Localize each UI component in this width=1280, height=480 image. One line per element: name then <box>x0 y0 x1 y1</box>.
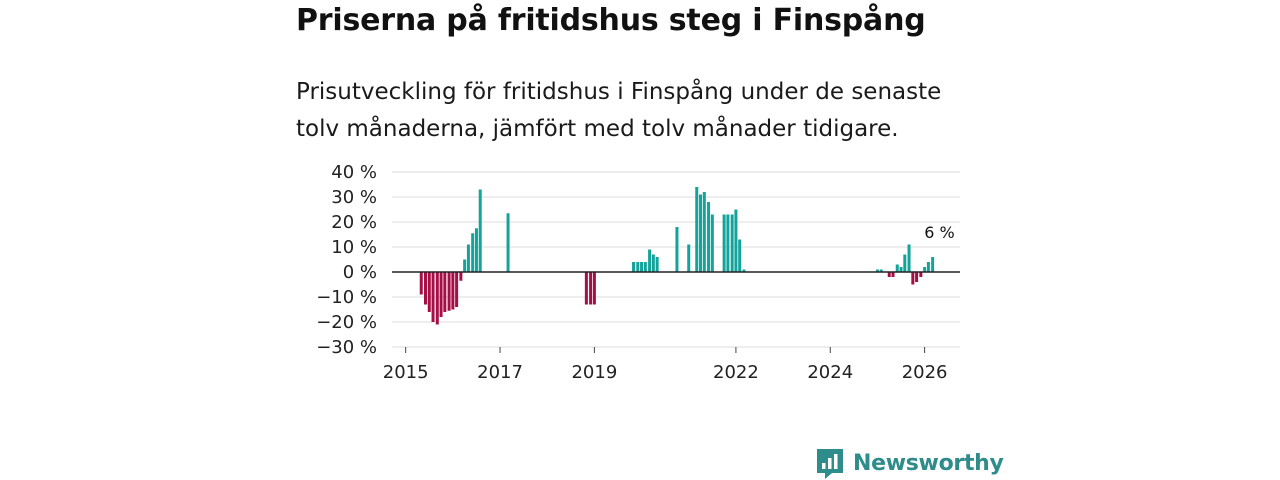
bar <box>899 267 903 272</box>
bar <box>926 262 930 272</box>
x-tick-label: 2026 <box>902 362 948 383</box>
bar <box>455 272 459 307</box>
bar <box>471 233 475 272</box>
y-tick-label: 20 % <box>331 212 377 233</box>
annotation-label: 6 % <box>924 223 954 242</box>
bar <box>919 272 923 277</box>
chart-title: Priserna på fritidshus steg i Finspång <box>296 3 926 38</box>
bar <box>592 272 596 305</box>
bar <box>459 272 463 281</box>
bar <box>431 272 435 322</box>
bar <box>702 192 706 272</box>
brand-name: Newsworthy <box>853 451 1004 476</box>
bar <box>915 272 919 282</box>
bar <box>474 228 478 272</box>
y-tick-label: 40 % <box>331 162 377 183</box>
newsworthy-logo: Newsworthy <box>815 447 1004 480</box>
x-tick-label: 2024 <box>807 362 853 383</box>
bar <box>911 272 915 285</box>
bar <box>506 213 510 272</box>
bar <box>463 259 467 272</box>
bar <box>655 257 659 272</box>
bar <box>675 227 679 272</box>
bar <box>722 214 726 272</box>
bar <box>907 244 911 272</box>
bar <box>648 249 652 272</box>
newsworthy-logo-icon <box>817 449 843 479</box>
bar <box>726 214 730 272</box>
bar <box>632 262 636 272</box>
bar <box>730 214 734 272</box>
bar <box>687 244 691 272</box>
y-axis: 40 % 30 % 20 % 10 % 0 % −10 % −20 % −30 % <box>316 162 377 358</box>
bar <box>447 272 451 311</box>
bar <box>695 187 699 272</box>
x-tick-label: 2017 <box>477 362 523 383</box>
bar <box>742 269 746 272</box>
bar <box>699 194 703 272</box>
bar <box>589 272 593 305</box>
y-tick-label: 30 % <box>331 187 377 208</box>
bar <box>427 272 431 312</box>
y-tick-label: 10 % <box>331 237 377 258</box>
bar <box>734 209 738 272</box>
bar <box>435 272 439 325</box>
x-tick-label: 2019 <box>571 362 617 383</box>
bar <box>451 272 455 310</box>
x-tick-label: 2022 <box>713 362 759 383</box>
bar <box>923 267 927 272</box>
annotation: 6 % <box>924 223 954 242</box>
bar <box>903 254 907 272</box>
bar <box>710 214 714 272</box>
bar-chart: 40 %30 %20 %10 %0 %−10 %−20 %−30 % 2015 2… <box>316 162 960 383</box>
y-tick-label: −20 % <box>316 312 377 333</box>
bar <box>439 272 443 317</box>
bar <box>887 272 891 277</box>
bar <box>419 272 423 295</box>
x-axis: 2015 2017 2019 2022 2024 2026 <box>383 347 948 383</box>
bar <box>707 202 711 272</box>
y-tick-label: 0 % <box>343 262 377 283</box>
bar <box>931 257 935 272</box>
bar <box>584 272 588 305</box>
bar <box>640 262 644 272</box>
bar <box>875 269 879 272</box>
x-tick-label: 2015 <box>383 362 429 383</box>
bar <box>443 272 447 312</box>
bar <box>651 254 655 272</box>
bar <box>895 264 899 272</box>
bar <box>478 189 482 272</box>
bar <box>636 262 640 272</box>
bar <box>879 269 883 272</box>
chart-subtitle: Prisutveckling för fritidshus i Finspång… <box>296 79 942 142</box>
bar <box>643 262 647 272</box>
bar <box>891 272 895 277</box>
bar-series <box>419 187 935 325</box>
bar <box>423 272 427 305</box>
y-tick-label: −30 % <box>316 337 377 358</box>
bar <box>738 239 742 272</box>
y-tick-label: −10 % <box>316 287 377 308</box>
bar <box>466 244 470 272</box>
